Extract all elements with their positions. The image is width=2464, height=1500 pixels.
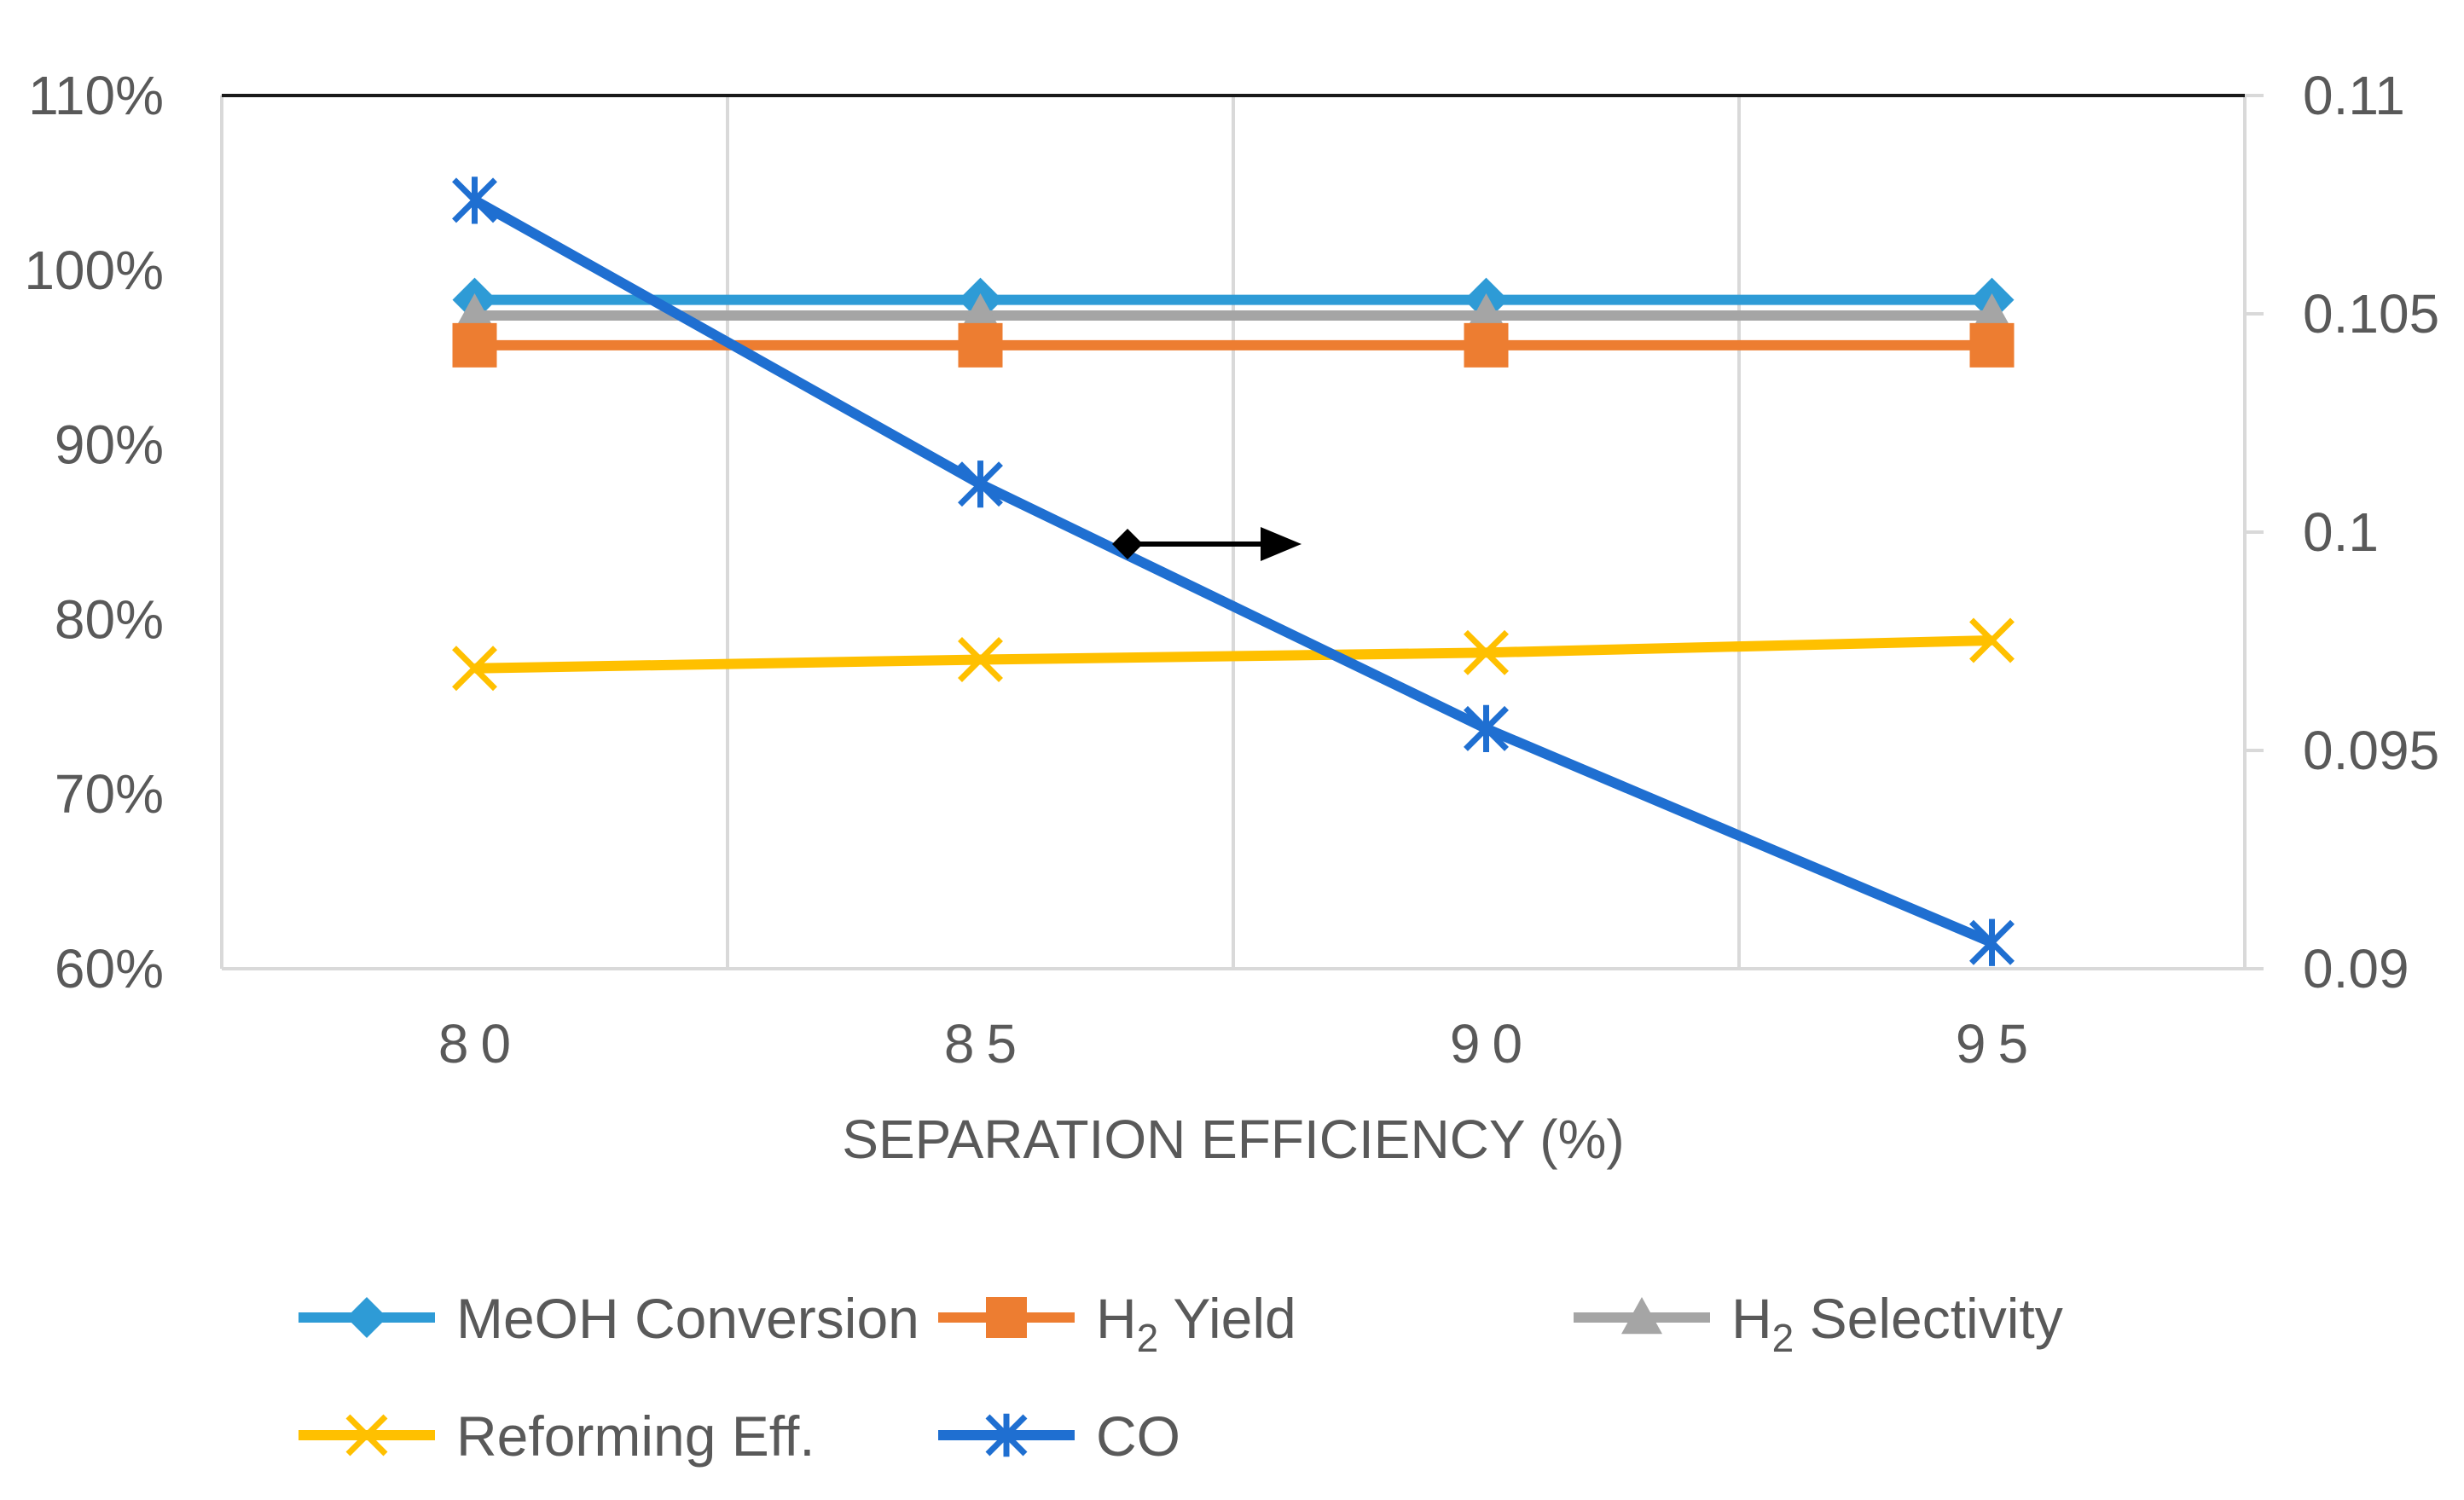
legend: MeOH Conversion H2 Yield H2 SelectivityRef… bbox=[299, 1287, 2063, 1468]
left-tick-label: 80% bbox=[55, 588, 164, 650]
left-tick-label: 100% bbox=[24, 240, 164, 301]
legend-label: H2 Yield bbox=[1096, 1287, 1296, 1360]
data-point-triangle bbox=[1621, 1297, 1662, 1335]
right-axis-indicator bbox=[1112, 527, 1302, 561]
data-point-square bbox=[958, 322, 1003, 368]
legend-label: Reforming Eff. bbox=[456, 1404, 815, 1468]
legend-label-rest: Selectivity bbox=[1794, 1287, 2062, 1350]
data-point-diamond bbox=[346, 1297, 387, 1338]
x-tick-label: 90 bbox=[1450, 1013, 1534, 1074]
series-line-reforming-eff- bbox=[474, 634, 1992, 674]
right-tick-label: 0.095 bbox=[2303, 720, 2439, 781]
data-point-square bbox=[986, 1297, 1027, 1338]
legend-label-subscript: 2 bbox=[1137, 1316, 1159, 1360]
legend-item: H2 Selectivity bbox=[1574, 1287, 2063, 1360]
left-tick-label: 110% bbox=[28, 65, 164, 126]
legend-label: H2 Selectivity bbox=[1731, 1287, 2063, 1360]
right-tick-label: 0.09 bbox=[2303, 938, 2409, 999]
legend-label-rest: Yield bbox=[1158, 1287, 1296, 1350]
data-point-star bbox=[1464, 704, 1509, 752]
x-tick-label: 85 bbox=[944, 1013, 1029, 1074]
data-point-star bbox=[985, 1413, 1028, 1457]
legend-label-main: H bbox=[1731, 1287, 1772, 1350]
left-tick-label: 60% bbox=[55, 938, 164, 999]
data-point-star bbox=[1969, 918, 2015, 966]
gridlines bbox=[726, 96, 1741, 969]
legend-label-subscript: 2 bbox=[1772, 1316, 1794, 1360]
left-tick-label: 90% bbox=[55, 414, 164, 476]
x-axis-title: SEPARATION EFFICIENCY (%) bbox=[842, 1109, 1624, 1170]
legend-label-main: H bbox=[1096, 1287, 1137, 1350]
indicator-arrow-head bbox=[1261, 527, 1302, 561]
legend-item: MeOH Conversion bbox=[299, 1287, 919, 1350]
series-lines bbox=[452, 177, 2015, 966]
right-tick-label: 0.11 bbox=[2303, 65, 2405, 126]
legend-item: Reforming Eff. bbox=[299, 1404, 815, 1468]
data-point-x bbox=[1969, 617, 2015, 663]
legend-label: CO bbox=[1096, 1404, 1180, 1468]
legend-label-main: Reforming Eff. bbox=[456, 1404, 815, 1468]
legend-label: MeOH Conversion bbox=[456, 1287, 919, 1350]
legend-label-main: CO bbox=[1096, 1404, 1180, 1468]
data-point-star bbox=[452, 177, 497, 224]
data-point-x bbox=[452, 646, 497, 692]
data-point-square bbox=[1969, 322, 2015, 368]
x-tick-label: 80 bbox=[438, 1013, 523, 1074]
data-point-x bbox=[1464, 629, 1509, 675]
data-point-x bbox=[958, 637, 1003, 682]
tick-labels: 60% 70% 80% 90% 100% 110% 0.09 0.095 0.1 0.105 0.1… bbox=[24, 65, 2439, 1074]
legend-label-main: MeOH Conversion bbox=[456, 1287, 919, 1350]
right-tick-label: 0.105 bbox=[2303, 283, 2439, 345]
data-point-square bbox=[452, 322, 497, 368]
data-point-square bbox=[1464, 322, 1509, 368]
data-point-star bbox=[958, 460, 1003, 508]
left-tick-label: 70% bbox=[55, 763, 164, 825]
series-line-co bbox=[472, 195, 1994, 947]
indicator-diamond bbox=[1112, 529, 1143, 559]
legend-item: CO bbox=[938, 1404, 1180, 1468]
right-tick-label: 0.1 bbox=[2303, 501, 2379, 563]
data-point-x bbox=[345, 1414, 388, 1457]
x-tick-label: 95 bbox=[1956, 1013, 2040, 1074]
legend-item: H2 Yield bbox=[938, 1287, 1296, 1360]
